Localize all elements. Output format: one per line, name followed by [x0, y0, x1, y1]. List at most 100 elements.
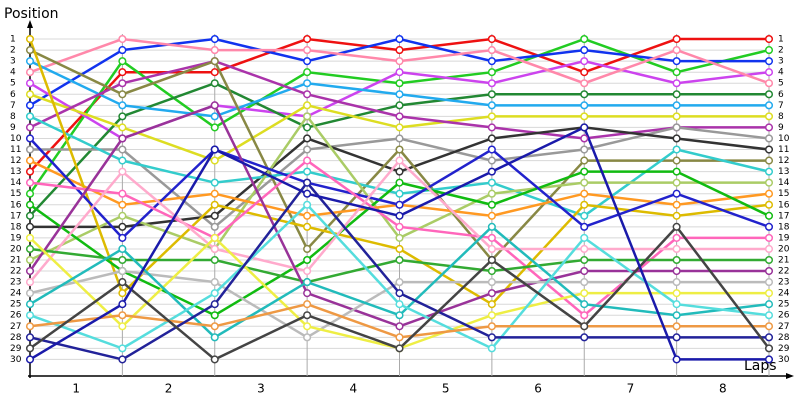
position-point: [118, 167, 127, 176]
position-point: [303, 34, 312, 44]
position-point: [210, 200, 219, 209]
position-point: [395, 233, 404, 242]
position-point: [580, 233, 589, 242]
position-point: [210, 222, 219, 231]
y-tick-label: 12: [10, 156, 21, 166]
position-point: [118, 255, 127, 265]
position-point: [303, 266, 312, 276]
position-point: [487, 289, 496, 298]
position-point: [672, 278, 681, 287]
position-point: [580, 278, 589, 287]
position-point: [25, 68, 35, 77]
position-point: [487, 244, 496, 254]
position-point: [395, 222, 404, 231]
final-position-label: 14: [778, 178, 790, 188]
position-point: [303, 211, 312, 220]
position-point: [303, 311, 312, 320]
final-position-label: 23: [778, 278, 789, 288]
position-point: [487, 322, 496, 331]
position-point: [118, 34, 127, 44]
position-point: [764, 112, 774, 121]
final-position-label: 9: [778, 123, 784, 133]
position-point: [764, 211, 774, 220]
position-point: [580, 178, 589, 187]
y-tick-label: 20: [10, 244, 22, 254]
position-point: [395, 244, 404, 254]
position-point: [672, 266, 681, 276]
position-point: [395, 200, 404, 209]
position-point: [25, 311, 35, 320]
position-point: [303, 112, 312, 121]
position-point: [25, 255, 35, 265]
position-point: [580, 90, 589, 99]
position-point: [210, 34, 219, 44]
position-point: [303, 57, 312, 66]
position-point: [672, 57, 681, 66]
final-position-label: 3: [778, 57, 784, 67]
position-point: [118, 322, 127, 331]
position-point: [580, 333, 589, 342]
position-point: [580, 46, 589, 55]
x-tick-label: 2: [165, 382, 173, 396]
y-tick-label: 24: [10, 289, 22, 299]
y-tick-label: 18: [10, 222, 22, 232]
y-tick-label: 25: [10, 300, 21, 310]
position-point: [487, 57, 496, 66]
position-point: [395, 189, 404, 198]
position-point: [580, 211, 589, 220]
position-point: [395, 90, 404, 99]
position-point: [672, 211, 681, 220]
position-point: [580, 145, 589, 154]
position-point: [210, 57, 219, 66]
position-point: [25, 189, 35, 198]
position-point: [25, 322, 35, 331]
position-point: [580, 322, 589, 331]
position-point: [764, 57, 774, 66]
position-point: [672, 244, 681, 254]
position-point: [303, 322, 312, 331]
position-point: [118, 57, 127, 66]
position-point: [25, 300, 35, 309]
position-point: [580, 123, 589, 132]
x-tick-label: 8: [719, 382, 727, 396]
y-tick-label: 16: [10, 200, 22, 210]
position-point: [672, 167, 681, 176]
position-point: [25, 145, 35, 154]
position-point: [210, 79, 219, 88]
position-point: [764, 145, 774, 154]
position-point: [764, 255, 774, 265]
position-point: [118, 311, 127, 320]
position-point: [210, 101, 219, 110]
position-point: [395, 101, 404, 110]
position-point: [118, 278, 127, 287]
position-point: [764, 300, 774, 309]
position-point: [395, 255, 404, 265]
position-point: [25, 200, 35, 209]
position-point: [210, 46, 219, 55]
position-point: [395, 278, 404, 287]
position-point: [210, 355, 219, 364]
position-point: [487, 112, 496, 121]
position-point: [118, 355, 127, 364]
position-point: [487, 222, 496, 231]
final-position-label: 22: [778, 267, 789, 277]
y-tick-label: 19: [10, 233, 22, 243]
position-point: [118, 300, 127, 309]
position-point: [303, 123, 312, 132]
position-point: [487, 178, 496, 187]
position-point: [487, 34, 496, 44]
plot: 1234567891011121314151617181920212223242…: [10, 34, 790, 396]
position-point: [118, 189, 127, 198]
final-position-label: 20: [778, 244, 790, 254]
position-point: [118, 145, 127, 154]
position-point: [395, 178, 404, 187]
position-point: [303, 134, 312, 143]
final-position-label: 27: [778, 322, 789, 332]
position-point: [487, 68, 496, 77]
final-position-label: 29: [778, 344, 790, 354]
position-point: [580, 79, 589, 88]
position-point: [25, 46, 35, 55]
position-point: [764, 344, 774, 353]
x-tick-label: 1: [72, 382, 80, 396]
position-point: [764, 244, 774, 254]
